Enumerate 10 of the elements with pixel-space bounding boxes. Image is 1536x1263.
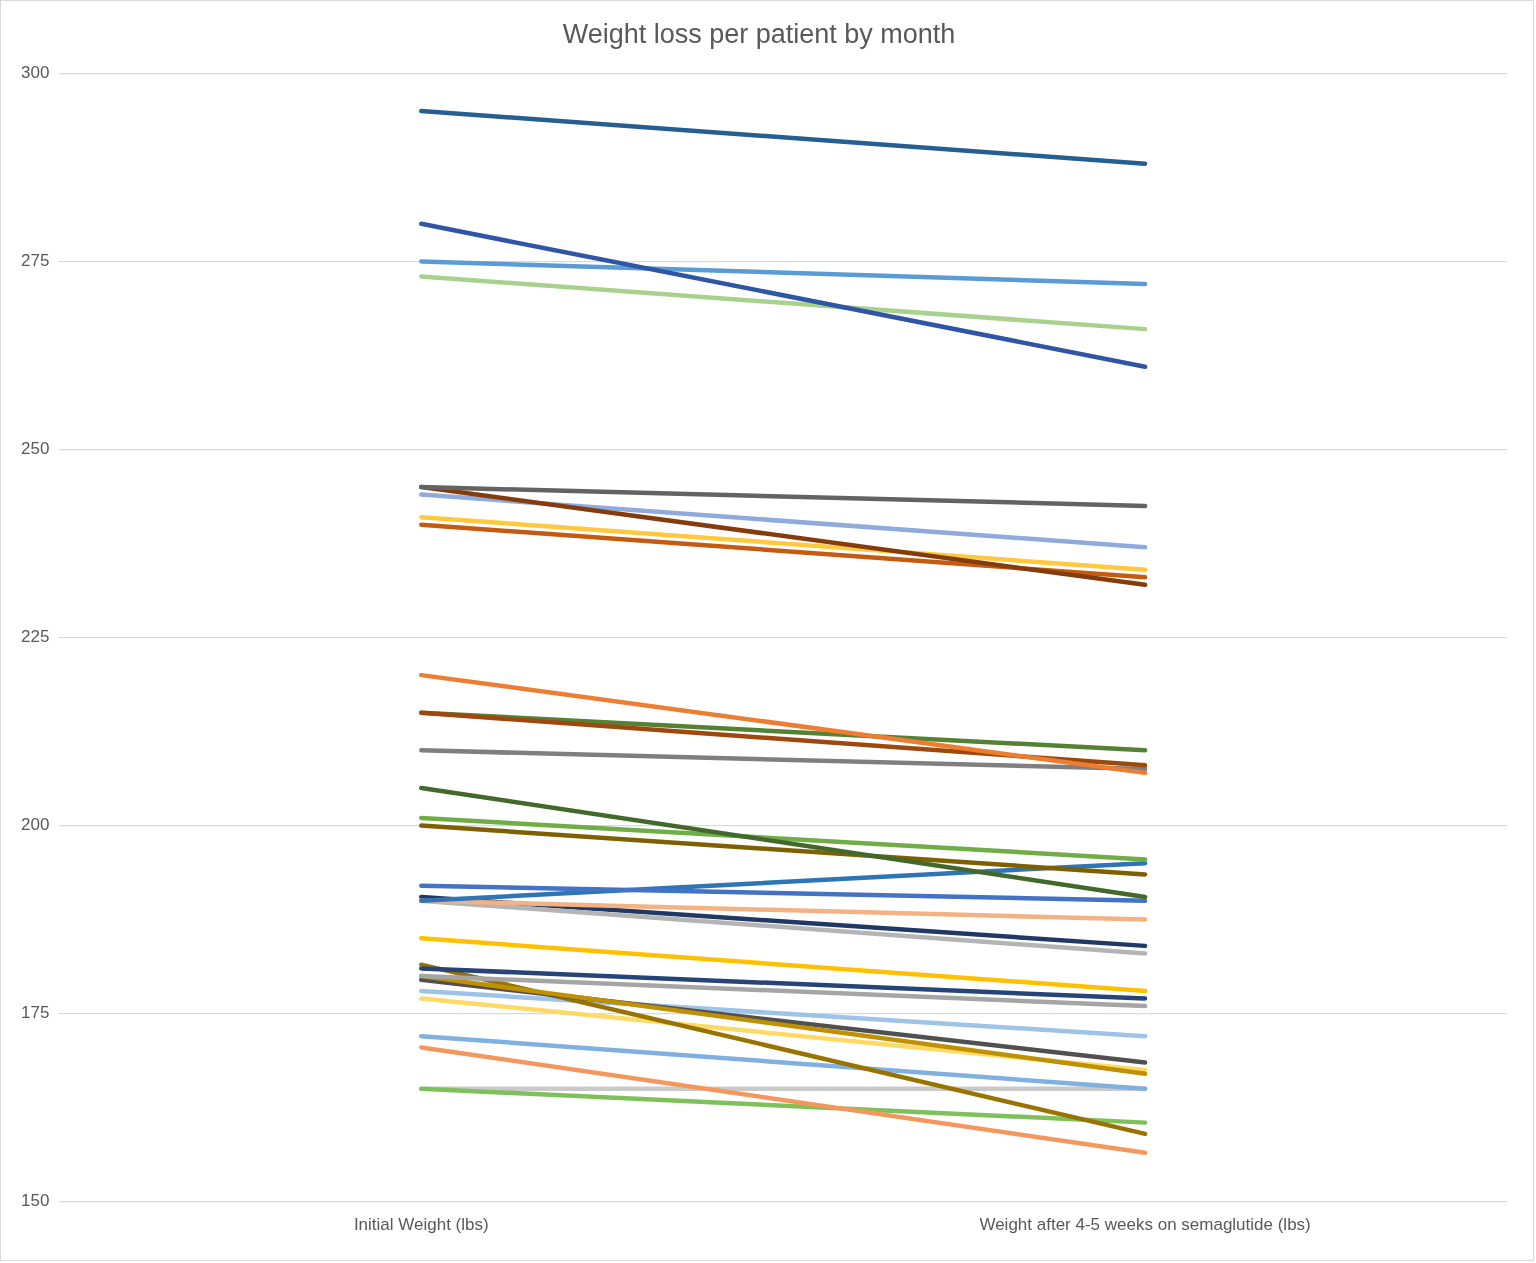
- y-tick-label: 275: [20, 251, 50, 271]
- y-tick-label: 200: [20, 815, 50, 835]
- y-tick-label: 150: [20, 1191, 50, 1211]
- y-tick-label: 225: [20, 627, 50, 647]
- x-tick-label: Weight after 4-5 weeks on semaglutide (lbs): [979, 1215, 1311, 1235]
- y-tick-label: 300: [20, 63, 50, 83]
- y-tick-label: 175: [20, 1003, 50, 1023]
- chart-title: Weight loss per patient by month: [562, 18, 956, 49]
- y-tick-label: 250: [20, 439, 50, 459]
- x-tick-label: Initial Weight (lbs): [353, 1215, 489, 1235]
